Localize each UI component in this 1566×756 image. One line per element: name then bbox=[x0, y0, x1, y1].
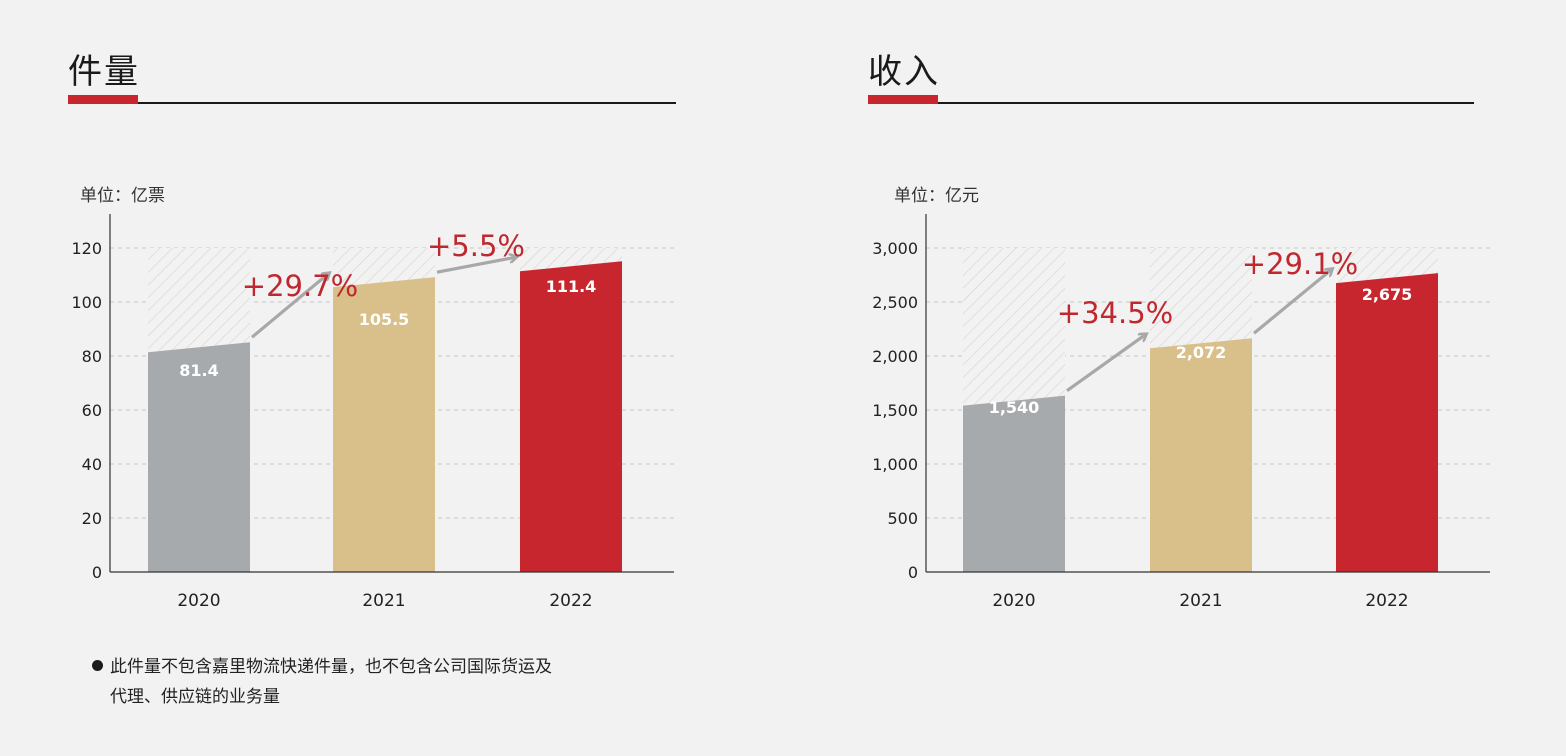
y-tick-label: 100 bbox=[71, 293, 102, 312]
y-tick-label: 1,000 bbox=[872, 455, 918, 474]
bar-headroom-hatch bbox=[333, 248, 435, 288]
x-tick-label: 2021 bbox=[362, 591, 405, 611]
bar-headroom-hatch bbox=[148, 248, 250, 353]
y-tick-label: 3,000 bbox=[872, 239, 918, 258]
bar-value-label: 81.4 bbox=[179, 361, 218, 380]
y-tick-label: 2,500 bbox=[872, 293, 918, 312]
growth-arrow-icon bbox=[1252, 269, 1332, 335]
x-tick-label: 2020 bbox=[177, 591, 220, 611]
revenue-unit-label: 单位：亿元 bbox=[894, 186, 979, 206]
y-tick-label: 500 bbox=[887, 509, 918, 528]
growth-arrow-icon bbox=[436, 257, 516, 274]
volume-panel: 件量 单位：亿票 0 20 40 60 80 100 120 81.4 2020 105.5 202… bbox=[0, 0, 780, 756]
bar-2021 bbox=[333, 277, 435, 572]
x-tick-label: 2020 bbox=[992, 591, 1035, 611]
y-tick-label: 1,500 bbox=[872, 401, 918, 420]
bar-headroom-hatch bbox=[1336, 248, 1438, 284]
revenue-title-rule bbox=[868, 102, 1474, 104]
bar-value-label: 2,675 bbox=[1362, 285, 1413, 304]
volume-title-accent bbox=[68, 95, 138, 104]
footnote-line2: 代理、供应链的业务量 bbox=[110, 687, 280, 707]
growth-label: +5.5% bbox=[427, 229, 525, 263]
x-tick-label: 2022 bbox=[549, 591, 592, 611]
bar-headroom-hatch bbox=[520, 248, 622, 272]
footnote-line1: 此件量不包含嘉里物流快递件量，也不包含公司国际货运及 bbox=[110, 657, 552, 677]
y-tick-label: 80 bbox=[82, 347, 102, 366]
volume-chart: 0 20 40 60 80 100 120 81.4 2020 105.5 2021 111.4 202… bbox=[71, 214, 674, 611]
y-tick-label: 0 bbox=[908, 563, 918, 582]
y-tick-label: 120 bbox=[71, 239, 102, 258]
volume-unit-label: 单位：亿票 bbox=[80, 186, 165, 206]
bar-value-label: 105.5 bbox=[359, 310, 410, 329]
bar-headroom-hatch bbox=[1150, 248, 1252, 349]
revenue-chart: 0 500 1,000 1,500 2,000 2,500 3,000 1,540 2020 2,… bbox=[872, 214, 1490, 611]
x-tick-label: 2022 bbox=[1365, 591, 1408, 611]
growth-label: +29.1% bbox=[1242, 247, 1358, 281]
bar-2022 bbox=[520, 261, 622, 572]
bar-2021 bbox=[1150, 338, 1252, 572]
y-tick-label: 2,000 bbox=[872, 347, 918, 366]
footnote: 此件量不包含嘉里物流快递件量，也不包含公司国际货运及 代理、供应链的业务量 bbox=[92, 652, 652, 712]
bar-2022 bbox=[1336, 273, 1438, 572]
x-tick-label: 2021 bbox=[1179, 591, 1222, 611]
bar-value-label: 1,540 bbox=[989, 398, 1040, 417]
volume-title-rule bbox=[68, 102, 676, 104]
y-tick-label: 60 bbox=[82, 401, 102, 420]
bar-2020 bbox=[148, 342, 250, 572]
growth-arrow-icon bbox=[250, 273, 329, 339]
growth-label: +34.5% bbox=[1057, 296, 1173, 330]
revenue-title-accent bbox=[868, 95, 938, 104]
revenue-panel: 收入 单位：亿元 0 500 1,000 1,500 2,000 2,500 3,000 1,… bbox=[780, 0, 1560, 756]
revenue-title: 收入 bbox=[868, 52, 940, 92]
y-tick-label: 40 bbox=[82, 455, 102, 474]
bar-2020 bbox=[963, 395, 1065, 572]
bar-headroom-hatch bbox=[963, 248, 1065, 406]
growth-arrow-icon bbox=[1066, 334, 1146, 392]
bar-value-label: 2,072 bbox=[1176, 343, 1227, 362]
y-tick-label: 0 bbox=[92, 563, 102, 582]
growth-label: +29.7% bbox=[242, 269, 358, 303]
bar-value-label: 111.4 bbox=[546, 277, 597, 296]
volume-title: 件量 bbox=[68, 52, 140, 92]
footnote-bullet-icon bbox=[92, 660, 103, 671]
y-tick-label: 20 bbox=[82, 509, 102, 528]
